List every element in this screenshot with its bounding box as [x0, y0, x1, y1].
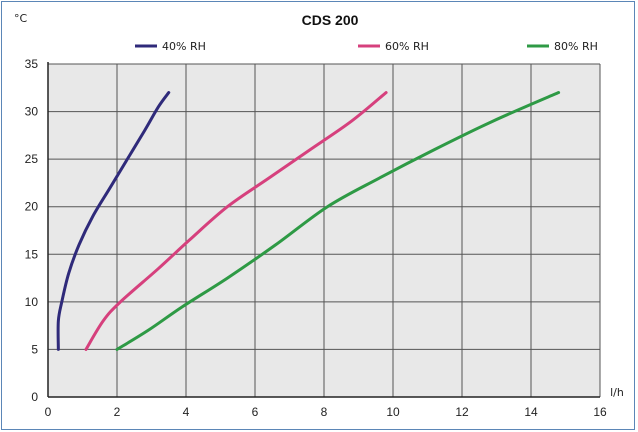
x-tick-label: 2: [114, 405, 121, 419]
y-tick-label: 25: [25, 152, 39, 166]
tick-labels: 0 2 4 6 8 10 12 14 16 0 5 10 15 20 25 30 35: [25, 57, 607, 419]
y-tick-label: 20: [25, 200, 39, 214]
y-tick-label: 0: [31, 390, 38, 404]
x-tick-label: 0: [45, 405, 52, 419]
series-line-3: [115, 91, 561, 351]
grid-lines: [48, 63, 601, 397]
y-tick-label: 35: [25, 57, 39, 71]
x-tick-label: 12: [455, 405, 469, 419]
x-tick-label: 4: [183, 405, 190, 419]
x-tick-label: 14: [524, 405, 538, 419]
legend-label-2: 60% RH: [385, 40, 429, 53]
series-line-1: [56, 91, 171, 351]
chart-title: CDS 200: [302, 12, 359, 28]
y-tick-label: 10: [25, 295, 39, 309]
y-axis-unit: °C: [14, 12, 28, 25]
y-tick-label: 5: [31, 342, 38, 356]
legend-label-1: 40% RH: [162, 40, 206, 53]
series-line-2: [84, 91, 388, 351]
legend-label-3: 80% RH: [554, 40, 598, 53]
series-lines: [56, 91, 561, 351]
x-tick-label: 10: [386, 405, 400, 419]
x-axis-unit: l/h: [610, 386, 624, 399]
axes: [47, 62, 600, 398]
y-tick-label: 15: [25, 247, 39, 261]
x-tick-label: 16: [593, 405, 607, 419]
legend: 40% RH 60% RH 80% RH: [135, 40, 598, 53]
x-tick-label: 6: [252, 405, 259, 419]
y-tick-label: 30: [25, 105, 39, 119]
x-tick-label: 8: [321, 405, 328, 419]
